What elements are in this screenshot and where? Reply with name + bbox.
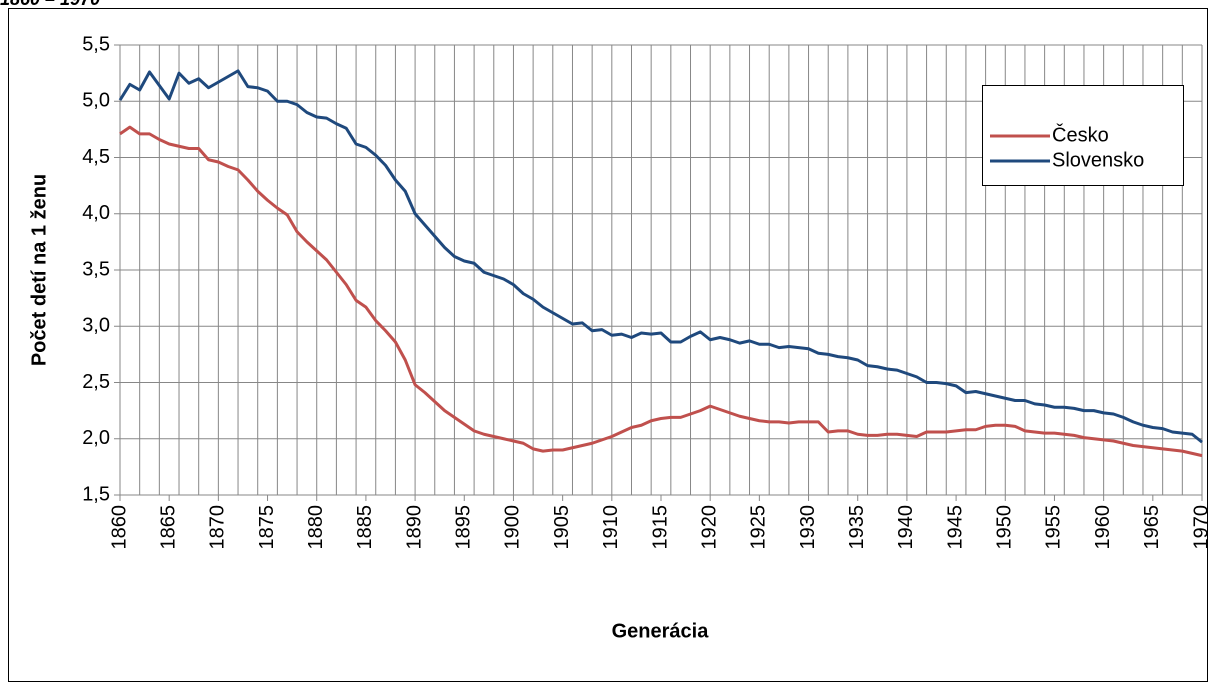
x-tick-label: 1970 [1190,505,1209,550]
x-tick-label: 1900 [502,505,524,550]
x-tick-label: 1910 [600,505,622,550]
x-tick-label: 1870 [207,505,229,550]
legend-label: Česko [1052,123,1109,146]
x-tick-label: 1965 [1141,505,1163,550]
x-tick-label: 1915 [649,505,671,550]
y-axis-label: Počet detí na 1 ženu [28,174,50,366]
chart-title: 1860 – 1970 [0,0,100,9]
x-tick-label: 1920 [698,505,720,550]
y-tick-label: 3,5 [82,258,110,280]
line-series [118,69,1203,444]
x-tick-label: 1935 [846,505,868,550]
y-tick-label: 3,0 [82,315,110,337]
y-tick-label: 5,5 [82,33,110,55]
x-tick-label: 1880 [305,505,327,550]
x-tick-label: 1945 [944,505,966,550]
x-axis-label: Generácia [612,620,710,642]
y-tick-label: 2,0 [82,427,110,449]
legend-label: Slovensko [1052,149,1144,171]
x-tick-label: 1955 [1043,505,1065,550]
x-tick-label: 1865 [157,505,179,550]
x-tick-label: 1950 [994,505,1016,550]
x-tick-label: 1940 [895,505,917,550]
y-tick-label: 1,5 [82,483,110,505]
x-tick-label: 1895 [453,505,475,550]
x-tick-label: 1875 [256,505,278,550]
y-tick-label: 4,0 [82,202,110,224]
line-series [119,125,1203,458]
x-tick-label: 1905 [551,505,573,550]
y-tick-label: 4,5 [82,146,110,168]
x-tick-label: 1925 [748,505,770,550]
x-tick-label: 1885 [354,505,376,550]
x-tick-label: 1890 [403,505,425,550]
chart-frame [8,8,1208,682]
x-tick-label: 1930 [797,505,819,550]
x-tick-label: 1960 [1092,505,1114,550]
x-tick-label: 1860 [108,505,130,550]
y-tick-label: 2,5 [82,371,110,393]
y-tick-label: 5,0 [82,90,110,112]
